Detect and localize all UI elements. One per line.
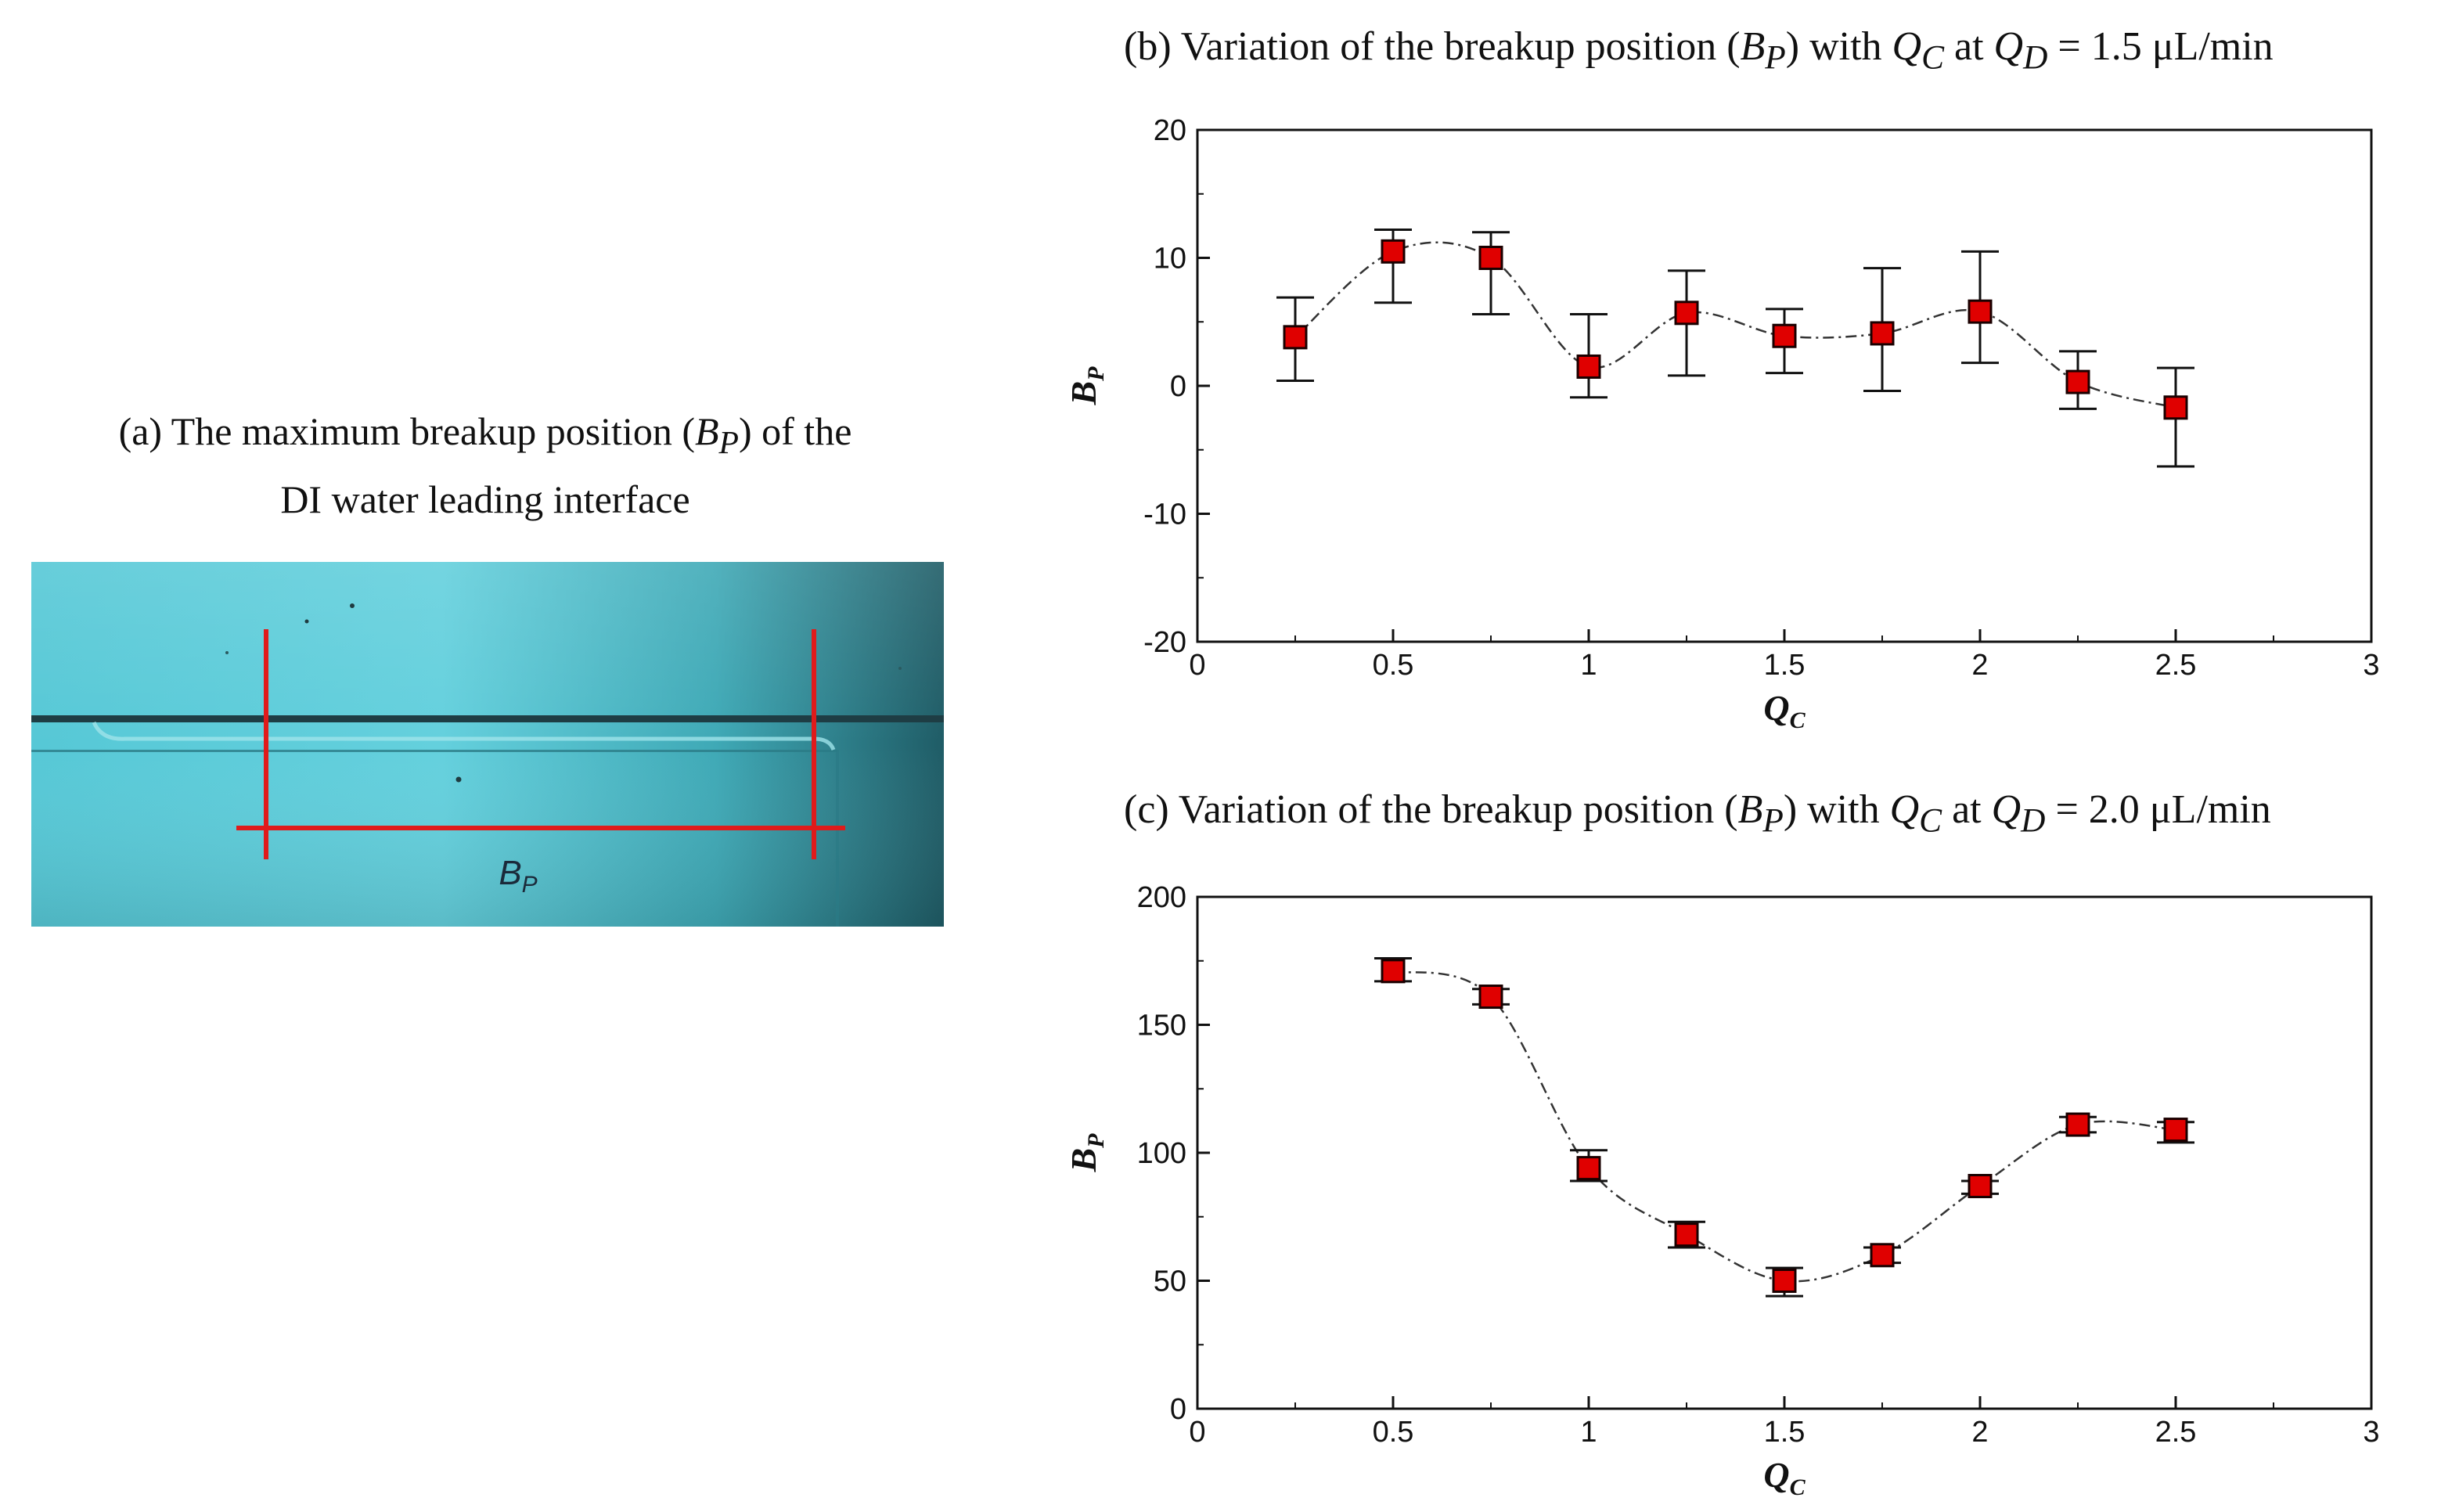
fit-curve: [1392, 970, 2176, 1283]
chart-c: 0 0.5 1 1.5 2 2.5 3 0 50 100 150 200 QC BP: [1064, 881, 2380, 1500]
y-tick-label: 50: [1154, 1265, 1186, 1298]
x-tick-label: 0: [1189, 1416, 1205, 1449]
data-point: [1674, 301, 1699, 326]
panel-b-caption: (b) Variation of the breakup position (B…: [1124, 24, 2274, 77]
x-tick-label: 0: [1189, 649, 1205, 682]
plot-frame: [1196, 128, 2373, 643]
data-point: [1870, 1243, 1895, 1268]
data-point: [1381, 959, 1406, 984]
bp-label: BP: [499, 854, 537, 898]
speck: [304, 619, 309, 624]
y-tick-label: -10: [1143, 499, 1186, 531]
y-tick-label: 20: [1154, 114, 1186, 147]
microchannel-photo: BP: [31, 562, 944, 927]
y-tick-label: 0: [1170, 1393, 1186, 1426]
y-tick-label: 100: [1137, 1137, 1186, 1170]
data-point: [2163, 1118, 2188, 1143]
x-tick-label: 2: [1971, 649, 1988, 682]
data-point: [1576, 354, 1601, 379]
x-tick-label: 2.5: [2155, 1416, 2197, 1449]
photo-shading: [31, 562, 944, 927]
data-point: [1478, 985, 1503, 1010]
x-tick-label: 1: [1580, 649, 1597, 682]
data-point: [1576, 1156, 1601, 1181]
panel-a-caption-line1: (a) The maximum breakup position (BP) of…: [118, 409, 852, 461]
error-bar: [1472, 231, 1510, 315]
y-tick-label: 0: [1170, 370, 1186, 403]
panel-c-caption: (c) Variation of the breakup position (B…: [1124, 787, 2271, 840]
y-axis-title: BP: [1064, 1133, 1109, 1173]
data-point: [1381, 239, 1406, 264]
speck: [455, 776, 462, 783]
data-point: [1772, 323, 1797, 348]
channel-top-wall: [31, 715, 944, 722]
x-tick-label: 0.5: [1373, 649, 1414, 682]
data-point: [2163, 395, 2188, 420]
data-point: [1674, 1222, 1699, 1247]
plot-frame: [1196, 895, 2373, 1410]
x-tick-label: 0.5: [1373, 1416, 1414, 1449]
data-point: [2065, 369, 2090, 394]
data-point: [1870, 321, 1895, 346]
x-tick-label: 3: [2363, 649, 2379, 682]
x-tick-label: 1.5: [1764, 1416, 1806, 1449]
x-tick-label: 1.5: [1764, 649, 1806, 682]
chart-b: 0 0.5 1 1.5 2 2.5 3 -20 -10 0 10 20 QC BP: [1064, 114, 2380, 733]
x-tick-label: 3: [2363, 1416, 2379, 1449]
y-tick-label: 150: [1137, 1010, 1186, 1042]
x-axis-title: QC: [1763, 688, 1806, 733]
data-point: [2065, 1112, 2090, 1137]
fit-curve: [1294, 241, 2176, 409]
channel-bottom-wall: [31, 750, 837, 752]
data-point: [1968, 299, 1993, 324]
side-channel-wall: [836, 750, 839, 927]
x-tick-label: 2: [1971, 1416, 1988, 1449]
y-tick-label: -20: [1143, 626, 1186, 659]
data-point: [1478, 246, 1503, 270]
data-point: [1968, 1174, 1993, 1199]
data-point: [1772, 1269, 1797, 1293]
x-tick-label: 2.5: [2155, 649, 2197, 682]
speck: [898, 667, 902, 670]
x-tick-label: 1: [1580, 1416, 1597, 1449]
x-axis-title: QC: [1763, 1455, 1806, 1500]
panel-a-caption-line2: DI water leading interface: [280, 477, 690, 521]
y-tick-label: 200: [1137, 881, 1186, 914]
y-tick-label: 10: [1154, 243, 1186, 275]
water-interface: [92, 721, 836, 751]
speck: [225, 651, 229, 654]
y-axis-title: BP: [1064, 366, 1109, 406]
data-point: [1283, 325, 1308, 350]
panel-a-caption: (a) The maximum breakup position (BP) of…: [31, 403, 939, 527]
speck: [350, 603, 355, 608]
